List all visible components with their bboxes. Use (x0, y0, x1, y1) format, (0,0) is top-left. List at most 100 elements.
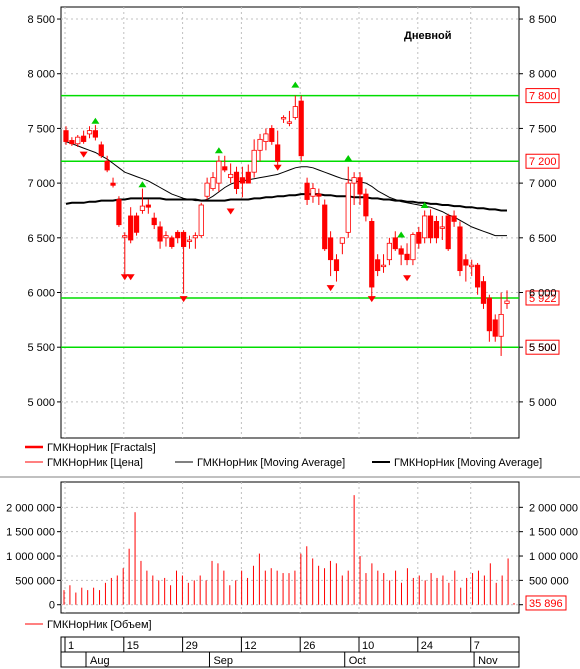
candle-body (204, 182, 210, 197)
candle-body (139, 205, 146, 211)
candle-body (410, 234, 416, 261)
date-month-label: Nov (478, 655, 498, 667)
price-tick-label-right: 6 000 (529, 288, 557, 300)
legend-label: ГМКНорНик [Fractals] (47, 442, 156, 454)
legend-label: ГМКНорНик [Moving Average] (394, 457, 542, 469)
candle-body (233, 171, 240, 189)
candle-body (81, 135, 87, 142)
candle-body (151, 217, 157, 226)
fractal-up-marker (397, 231, 406, 238)
legend-label: ГМКНорНик [Moving Average] (197, 457, 345, 469)
level-label-box (525, 290, 560, 306)
fractal-markers (79, 81, 429, 303)
candle-body (486, 297, 492, 332)
candle-body (439, 226, 445, 229)
candle-body (386, 242, 393, 261)
volume-tick-label-left: 1 500 000 (6, 527, 55, 539)
volume-tick-label-left: 0 (49, 600, 55, 612)
volume-tick-label-right: 1 500 000 (529, 527, 578, 539)
level-label: 5 922 (529, 293, 557, 305)
date-day-label: 10 (362, 640, 374, 652)
candle-body (357, 177, 363, 195)
candle-body (280, 117, 287, 120)
date-day-label: 1 (68, 640, 74, 652)
price-tick-label-right: 7 000 (529, 178, 557, 190)
candle-body (345, 182, 351, 233)
candle-body (451, 215, 457, 222)
volume-tick-label-left: 2 000 000 (6, 502, 55, 514)
candle-body (310, 188, 316, 197)
candle-body (433, 221, 440, 239)
date-axis: 1 15 29 12 26 10 24 7 Aug Sep Oct Nov (64, 637, 498, 667)
candle-body (98, 144, 104, 157)
volume-bars (63, 495, 515, 605)
candle-body (457, 226, 463, 272)
candle-body (445, 215, 451, 250)
price-y-axis: 8 500 8 500 8 000 8 000 7 500 7 500 7 000 7 000… (27, 14, 556, 409)
candle-body (504, 300, 510, 304)
candle-body (245, 171, 251, 184)
candle-body (69, 140, 75, 145)
candle-body (351, 177, 357, 184)
date-day-label: 26 (303, 640, 315, 652)
candle-body (175, 231, 181, 239)
candle-body (404, 253, 410, 261)
fractal-up-marker (420, 201, 429, 208)
candle-body (327, 237, 334, 261)
candle-body (128, 215, 134, 241)
candle-body (369, 221, 375, 288)
price-grid (61, 7, 519, 438)
level-label: 7 800 (529, 91, 557, 103)
candle-body (216, 160, 222, 184)
volume-tick-label-left: 500 000 (15, 575, 55, 587)
candle-body (498, 313, 504, 337)
candle-body (186, 239, 193, 242)
candle-body (110, 182, 116, 186)
fractal-down-marker (179, 296, 188, 303)
volume-last-box (525, 595, 567, 611)
candle-body (339, 237, 345, 244)
date-day-label: 29 (186, 640, 198, 652)
candle-body (298, 100, 304, 157)
date-day-label: 7 (474, 640, 480, 652)
candle-body (398, 248, 404, 255)
candle-body (192, 235, 198, 239)
volume-tick-label-left: 1 000 000 (6, 551, 55, 563)
candle-body (198, 204, 204, 237)
price-tick-label-right: 6 500 (529, 233, 557, 245)
fractal-down-marker (126, 274, 135, 281)
candle-body (239, 177, 245, 184)
candle-body (251, 149, 257, 173)
candle-body (427, 215, 434, 239)
candle-body (292, 106, 298, 118)
price-tick-label-right: 5 500 (529, 342, 557, 354)
volume-legend: ГМКНорНик [Объем] (25, 619, 152, 631)
candle-body (180, 231, 187, 247)
candle-body (169, 237, 175, 247)
moving-average-short-line (65, 141, 507, 237)
candle-body (75, 136, 81, 145)
price-levels: 7 800 7 200 5 922 5 500 (61, 88, 560, 355)
moving-averages (65, 141, 507, 237)
fractal-down-marker (326, 285, 335, 292)
price-tick-label-left: 5 500 (27, 342, 55, 354)
level-label: 5 500 (529, 342, 557, 354)
candle-body (222, 166, 228, 171)
candle-body (269, 128, 275, 142)
candle-body (392, 237, 398, 250)
volume-plot-frame (60, 481, 520, 614)
candle-body (469, 264, 475, 268)
candle-body (304, 182, 310, 200)
candle-body (116, 199, 122, 226)
price-tick-label-right: 8 000 (529, 69, 557, 81)
fractal-down-marker (403, 275, 412, 282)
date-day-label: 15 (127, 640, 139, 652)
legend-label: ГМКНорНик [Объем] (47, 619, 152, 631)
price-legend: ГМКНорНик [Fractals] ГМКНорНик [Цена] ГМКН… (25, 442, 542, 469)
candle-body (322, 204, 328, 250)
candle-body (210, 177, 216, 189)
fractal-up-marker (214, 147, 223, 154)
price-tick-label-left: 8 000 (27, 69, 55, 81)
volume-tick-label-right: 1 000 000 (529, 551, 578, 563)
